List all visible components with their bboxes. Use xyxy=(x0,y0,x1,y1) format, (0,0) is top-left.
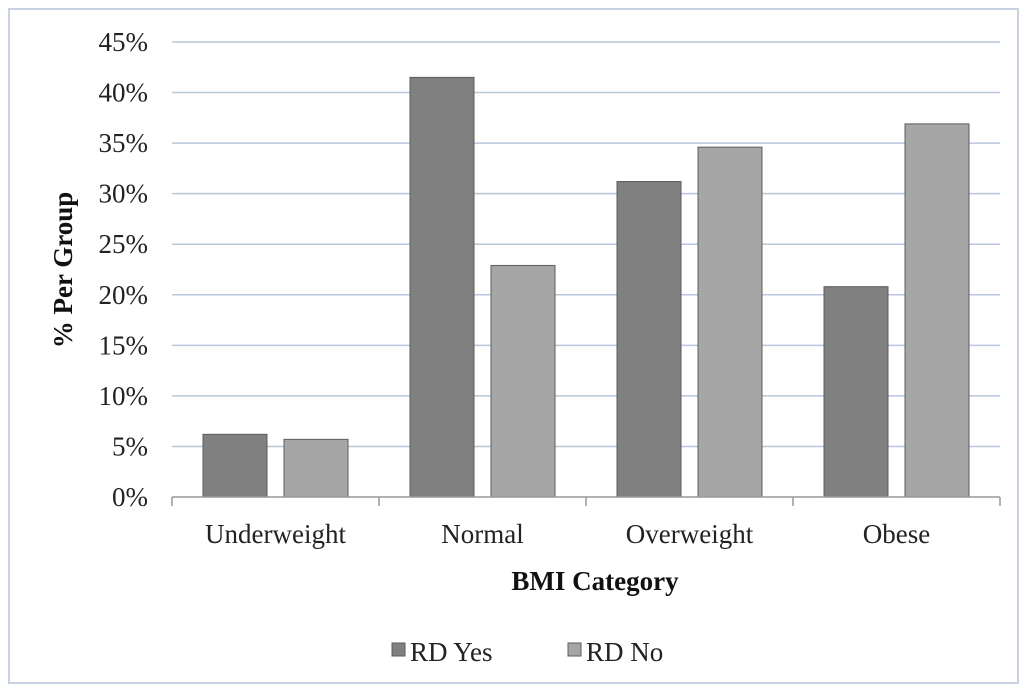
bar-rd-no-normal xyxy=(490,264,556,498)
x-tick-label: Underweight xyxy=(205,519,346,549)
bar-rd-no-underweight xyxy=(283,438,349,498)
bar-rd-no-obese xyxy=(904,123,970,498)
bar-rd-yes-underweight xyxy=(202,433,268,498)
legend-swatch-rd-yes xyxy=(391,642,406,657)
tick-labels: 0% 5% 10% 15% 20% 25% 30% 35% 40% 45% Underweight N… xyxy=(99,27,931,549)
y-tick-label: 45% xyxy=(99,27,149,57)
y-tick-label: 20% xyxy=(99,280,149,310)
y-tick-label: 40% xyxy=(99,78,149,108)
bar-rd-yes-overweight xyxy=(616,181,682,498)
x-tick-label: Normal xyxy=(441,519,523,549)
y-tick-label: 10% xyxy=(99,381,149,411)
x-tick-label: Obese xyxy=(863,519,930,549)
y-tick-label: 15% xyxy=(99,330,149,360)
legend-label-rd-no: RD No xyxy=(586,637,663,667)
x-tick-label: Overweight xyxy=(626,519,754,549)
y-tick-label: 25% xyxy=(99,229,149,259)
y-tick-label: 35% xyxy=(99,128,149,158)
bar-rd-no-overweight xyxy=(697,146,763,498)
axes xyxy=(171,496,1001,506)
legend-swatch-rd-no xyxy=(567,642,582,657)
bar-rd-yes-obese xyxy=(823,286,889,498)
y-axis-title: % Per Group xyxy=(48,192,78,349)
y-tick-label: 30% xyxy=(99,179,149,209)
y-tick-label: 0% xyxy=(112,482,148,512)
legend: RD Yes RD No xyxy=(391,637,663,667)
bars xyxy=(202,76,970,498)
legend-label-rd-yes: RD Yes xyxy=(410,637,493,667)
x-axis-title: BMI Category xyxy=(511,566,679,596)
y-tick-label: 5% xyxy=(112,431,148,461)
bar-rd-yes-normal xyxy=(409,76,475,498)
